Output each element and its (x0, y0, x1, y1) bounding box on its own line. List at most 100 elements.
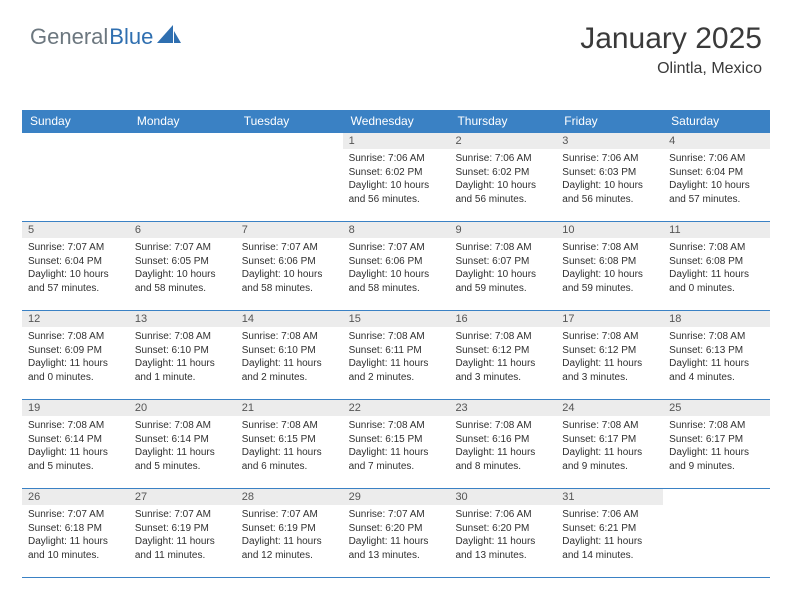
day-cell: 5Sunrise: 7:07 AMSunset: 6:04 PMDaylight… (22, 222, 129, 310)
day-body: Sunrise: 7:08 AMSunset: 6:07 PMDaylight:… (449, 238, 556, 298)
date-number: 9 (449, 222, 556, 238)
sail-icon (157, 25, 183, 50)
day-body: Sunrise: 7:08 AMSunset: 6:08 PMDaylight:… (663, 238, 770, 298)
day-body: Sunrise: 7:08 AMSunset: 6:15 PMDaylight:… (236, 416, 343, 476)
day-body: Sunrise: 7:08 AMSunset: 6:12 PMDaylight:… (449, 327, 556, 387)
date-number: 25 (663, 400, 770, 416)
date-number: 27 (129, 489, 236, 505)
date-number: 18 (663, 311, 770, 327)
day-cell: 2Sunrise: 7:06 AMSunset: 6:02 PMDaylight… (449, 133, 556, 221)
day-body: Sunrise: 7:08 AMSunset: 6:14 PMDaylight:… (22, 416, 129, 476)
date-number: 12 (22, 311, 129, 327)
day-cell: 30Sunrise: 7:06 AMSunset: 6:20 PMDayligh… (449, 489, 556, 577)
date-number: 6 (129, 222, 236, 238)
day-cell: 19Sunrise: 7:08 AMSunset: 6:14 PMDayligh… (22, 400, 129, 488)
day-body: Sunrise: 7:07 AMSunset: 6:20 PMDaylight:… (343, 505, 450, 565)
day-cell: 21Sunrise: 7:08 AMSunset: 6:15 PMDayligh… (236, 400, 343, 488)
day-header: Wednesday (343, 110, 450, 132)
date-number: 1 (343, 133, 450, 149)
day-cell: 17Sunrise: 7:08 AMSunset: 6:12 PMDayligh… (556, 311, 663, 399)
week-row: 12Sunrise: 7:08 AMSunset: 6:09 PMDayligh… (22, 310, 770, 399)
empty-day-cell (663, 489, 770, 577)
day-body: Sunrise: 7:06 AMSunset: 6:03 PMDaylight:… (556, 149, 663, 209)
day-body: Sunrise: 7:08 AMSunset: 6:17 PMDaylight:… (556, 416, 663, 476)
empty-day-cell (22, 133, 129, 221)
day-body: Sunrise: 7:08 AMSunset: 6:13 PMDaylight:… (663, 327, 770, 387)
day-cell: 27Sunrise: 7:07 AMSunset: 6:19 PMDayligh… (129, 489, 236, 577)
week-row: 1Sunrise: 7:06 AMSunset: 6:02 PMDaylight… (22, 132, 770, 221)
date-number: 3 (556, 133, 663, 149)
day-header: Thursday (449, 110, 556, 132)
day-header-row: SundayMondayTuesdayWednesdayThursdayFrid… (22, 110, 770, 132)
day-body: Sunrise: 7:08 AMSunset: 6:16 PMDaylight:… (449, 416, 556, 476)
day-cell: 18Sunrise: 7:08 AMSunset: 6:13 PMDayligh… (663, 311, 770, 399)
date-number: 13 (129, 311, 236, 327)
date-number: 11 (663, 222, 770, 238)
title-block: January 2025 Olintla, Mexico (580, 22, 762, 78)
logo: General Blue (30, 24, 183, 50)
week-row: 26Sunrise: 7:07 AMSunset: 6:18 PMDayligh… (22, 488, 770, 578)
day-cell: 26Sunrise: 7:07 AMSunset: 6:18 PMDayligh… (22, 489, 129, 577)
day-cell: 31Sunrise: 7:06 AMSunset: 6:21 PMDayligh… (556, 489, 663, 577)
date-number: 30 (449, 489, 556, 505)
date-number: 8 (343, 222, 450, 238)
logo-text-general: General (30, 24, 108, 50)
day-cell: 1Sunrise: 7:06 AMSunset: 6:02 PMDaylight… (343, 133, 450, 221)
date-number: 4 (663, 133, 770, 149)
day-body: Sunrise: 7:07 AMSunset: 6:06 PMDaylight:… (343, 238, 450, 298)
day-cell: 9Sunrise: 7:08 AMSunset: 6:07 PMDaylight… (449, 222, 556, 310)
empty-day-cell (129, 133, 236, 221)
day-body: Sunrise: 7:08 AMSunset: 6:09 PMDaylight:… (22, 327, 129, 387)
day-cell: 11Sunrise: 7:08 AMSunset: 6:08 PMDayligh… (663, 222, 770, 310)
date-number: 5 (22, 222, 129, 238)
day-cell: 29Sunrise: 7:07 AMSunset: 6:20 PMDayligh… (343, 489, 450, 577)
empty-day-cell (236, 133, 343, 221)
day-cell: 25Sunrise: 7:08 AMSunset: 6:17 PMDayligh… (663, 400, 770, 488)
calendar-grid: SundayMondayTuesdayWednesdayThursdayFrid… (22, 110, 770, 578)
day-cell: 13Sunrise: 7:08 AMSunset: 6:10 PMDayligh… (129, 311, 236, 399)
day-body: Sunrise: 7:08 AMSunset: 6:12 PMDaylight:… (556, 327, 663, 387)
date-number: 14 (236, 311, 343, 327)
date-number: 10 (556, 222, 663, 238)
day-cell: 3Sunrise: 7:06 AMSunset: 6:03 PMDaylight… (556, 133, 663, 221)
day-header: Monday (129, 110, 236, 132)
date-number: 19 (22, 400, 129, 416)
day-body: Sunrise: 7:08 AMSunset: 6:17 PMDaylight:… (663, 416, 770, 476)
day-body: Sunrise: 7:08 AMSunset: 6:11 PMDaylight:… (343, 327, 450, 387)
date-number: 7 (236, 222, 343, 238)
day-header: Saturday (663, 110, 770, 132)
date-number: 20 (129, 400, 236, 416)
day-cell: 14Sunrise: 7:08 AMSunset: 6:10 PMDayligh… (236, 311, 343, 399)
day-body: Sunrise: 7:07 AMSunset: 6:19 PMDaylight:… (236, 505, 343, 565)
day-body: Sunrise: 7:07 AMSunset: 6:05 PMDaylight:… (129, 238, 236, 298)
day-header: Tuesday (236, 110, 343, 132)
date-number: 16 (449, 311, 556, 327)
logo-text-blue: Blue (109, 24, 153, 50)
day-cell: 12Sunrise: 7:08 AMSunset: 6:09 PMDayligh… (22, 311, 129, 399)
date-number: 22 (343, 400, 450, 416)
day-cell: 24Sunrise: 7:08 AMSunset: 6:17 PMDayligh… (556, 400, 663, 488)
day-body: Sunrise: 7:06 AMSunset: 6:20 PMDaylight:… (449, 505, 556, 565)
day-header: Sunday (22, 110, 129, 132)
day-body: Sunrise: 7:06 AMSunset: 6:02 PMDaylight:… (449, 149, 556, 209)
day-body: Sunrise: 7:07 AMSunset: 6:06 PMDaylight:… (236, 238, 343, 298)
day-body: Sunrise: 7:07 AMSunset: 6:04 PMDaylight:… (22, 238, 129, 298)
day-cell: 15Sunrise: 7:08 AMSunset: 6:11 PMDayligh… (343, 311, 450, 399)
day-body: Sunrise: 7:06 AMSunset: 6:21 PMDaylight:… (556, 505, 663, 565)
date-number: 15 (343, 311, 450, 327)
day-cell: 22Sunrise: 7:08 AMSunset: 6:15 PMDayligh… (343, 400, 450, 488)
day-body: Sunrise: 7:08 AMSunset: 6:10 PMDaylight:… (236, 327, 343, 387)
date-number: 31 (556, 489, 663, 505)
day-body: Sunrise: 7:08 AMSunset: 6:14 PMDaylight:… (129, 416, 236, 476)
day-cell: 4Sunrise: 7:06 AMSunset: 6:04 PMDaylight… (663, 133, 770, 221)
date-number: 2 (449, 133, 556, 149)
date-number: 17 (556, 311, 663, 327)
day-cell: 7Sunrise: 7:07 AMSunset: 6:06 PMDaylight… (236, 222, 343, 310)
day-cell: 6Sunrise: 7:07 AMSunset: 6:05 PMDaylight… (129, 222, 236, 310)
page-title: January 2025 (580, 22, 762, 56)
date-number: 28 (236, 489, 343, 505)
day-body: Sunrise: 7:06 AMSunset: 6:02 PMDaylight:… (343, 149, 450, 209)
date-number: 24 (556, 400, 663, 416)
date-number: 26 (22, 489, 129, 505)
day-body: Sunrise: 7:07 AMSunset: 6:18 PMDaylight:… (22, 505, 129, 565)
